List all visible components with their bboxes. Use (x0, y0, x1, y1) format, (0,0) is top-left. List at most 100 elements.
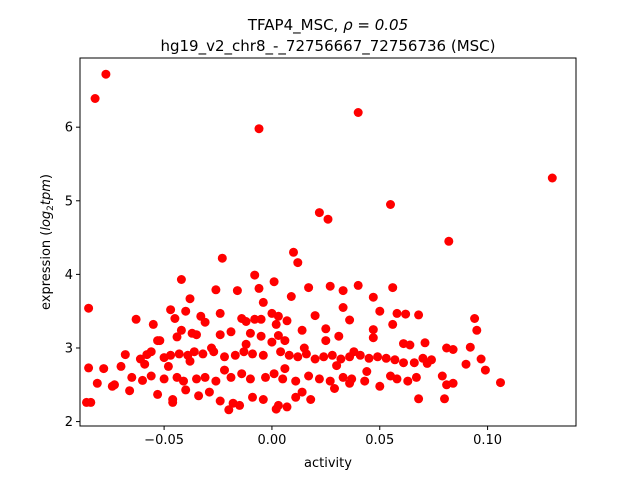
data-point (414, 310, 424, 320)
y-tick-label: 6 (65, 121, 73, 136)
data-point (280, 364, 290, 374)
data-point (92, 378, 102, 388)
data-point (304, 371, 314, 381)
x-axis-label: activity (304, 456, 352, 471)
y-tick-label: 2 (65, 415, 73, 430)
y-tick-label: 3 (65, 341, 73, 356)
data-point (215, 308, 225, 318)
data-point (232, 286, 242, 296)
data-point (293, 352, 303, 362)
data-point (239, 347, 249, 357)
data-point (258, 350, 268, 360)
data-point (353, 108, 363, 117)
x-tick-label: 0.00 (257, 433, 286, 448)
data-point (138, 375, 147, 385)
data-point (273, 311, 283, 321)
data-point (360, 376, 370, 386)
data-point (99, 364, 109, 374)
data-point (200, 317, 210, 327)
data-point (166, 305, 176, 315)
data-point (325, 281, 335, 291)
data-point (323, 214, 333, 224)
data-point (392, 374, 402, 384)
data-point (448, 378, 458, 388)
data-point (470, 314, 480, 323)
data-point (250, 270, 260, 280)
data-point (159, 374, 169, 384)
data-point (271, 404, 281, 414)
data-point (261, 372, 270, 382)
data-point (241, 317, 251, 326)
data-point (390, 355, 400, 365)
data-point (405, 340, 415, 350)
data-point (461, 359, 471, 369)
data-point (194, 391, 204, 401)
data-point (245, 374, 255, 384)
data-point (90, 94, 100, 103)
data-point (101, 69, 111, 79)
data-point (314, 374, 324, 384)
data-point (82, 397, 91, 407)
data-point (230, 350, 240, 360)
data-point (170, 314, 180, 323)
data-point (256, 314, 266, 324)
chart-title-line-2: hg19_v2_chr8_-_72756667_72756736 (MSC) (160, 37, 495, 56)
data-point (472, 325, 482, 335)
data-point (286, 292, 296, 301)
data-point (200, 372, 210, 382)
data-point (116, 361, 126, 371)
data-point (403, 376, 413, 386)
data-point (414, 394, 424, 404)
data-point (364, 353, 374, 363)
data-point (334, 331, 344, 341)
data-point (185, 356, 195, 366)
data-point (226, 327, 236, 337)
data-point (215, 330, 225, 340)
data-point (181, 385, 191, 395)
data-point (241, 339, 251, 349)
data-point (181, 306, 191, 316)
chart-title-line-1: TFAP4_MSC, ρ = 0.05 (247, 16, 408, 35)
data-point (146, 371, 156, 381)
data-point (168, 397, 178, 407)
data-point (480, 365, 490, 375)
x-tick-label: 0.05 (365, 433, 394, 448)
data-point (217, 253, 227, 263)
data-point (440, 394, 449, 404)
data-point (125, 386, 135, 396)
data-point (338, 286, 348, 296)
data-point (386, 200, 395, 209)
data-point (207, 343, 216, 353)
data-point (336, 354, 346, 364)
data-point (192, 330, 201, 340)
data-point (368, 325, 378, 335)
data-point (148, 319, 158, 329)
data-point (192, 374, 201, 384)
data-point (250, 314, 260, 324)
data-point (174, 349, 184, 359)
data-point (220, 352, 229, 362)
data-point (176, 325, 186, 335)
data-point (291, 392, 301, 402)
data-point (547, 173, 557, 183)
x-axis-ticks: −0.05 0.00 0.05 0.10 (144, 426, 502, 448)
data-point (375, 381, 385, 391)
data-point (226, 372, 236, 382)
data-point (271, 319, 281, 329)
data-point (401, 309, 411, 319)
data-point (204, 387, 214, 397)
data-point (211, 285, 221, 295)
data-point (269, 369, 279, 379)
data-point (465, 342, 475, 352)
data-point (269, 277, 279, 287)
data-point (306, 395, 316, 404)
data-point (131, 314, 141, 324)
plot-area-frame (79, 57, 577, 427)
data-points (82, 69, 557, 415)
data-point (245, 328, 255, 338)
data-point (258, 297, 268, 307)
data-point (254, 124, 264, 134)
